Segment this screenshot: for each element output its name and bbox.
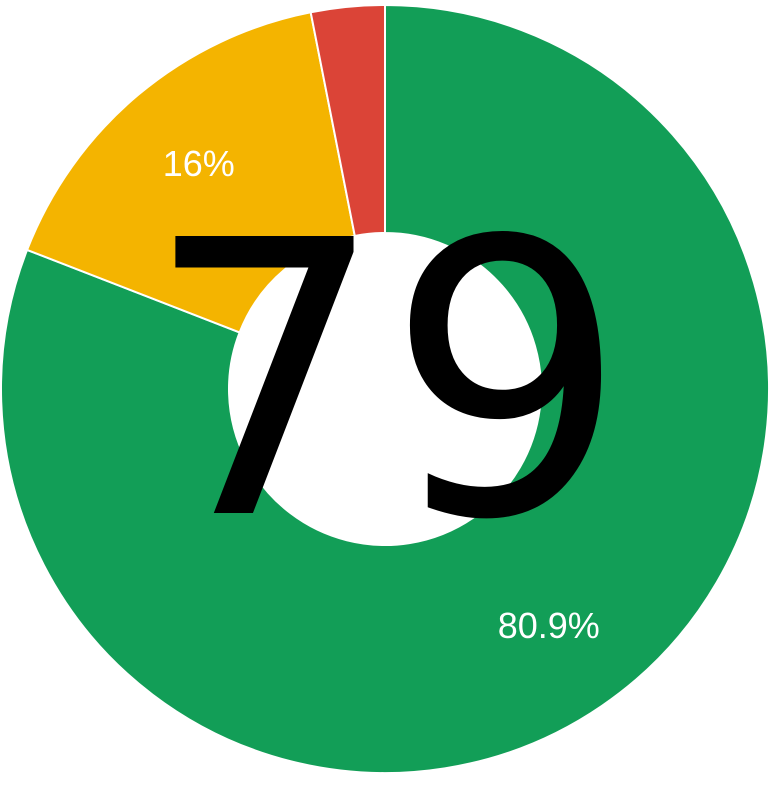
donut-slice-labels: 80.9% 16% xyxy=(163,143,600,646)
slice-label-2: 16% xyxy=(163,143,235,184)
slice-label-1: 80.9% xyxy=(498,605,600,646)
donut-slice-2 xyxy=(25,11,356,334)
donut-slices xyxy=(0,3,770,774)
center-value: 79 xyxy=(144,160,628,603)
donut-slice-1 xyxy=(0,3,770,774)
donut-slice-3 xyxy=(309,3,386,238)
